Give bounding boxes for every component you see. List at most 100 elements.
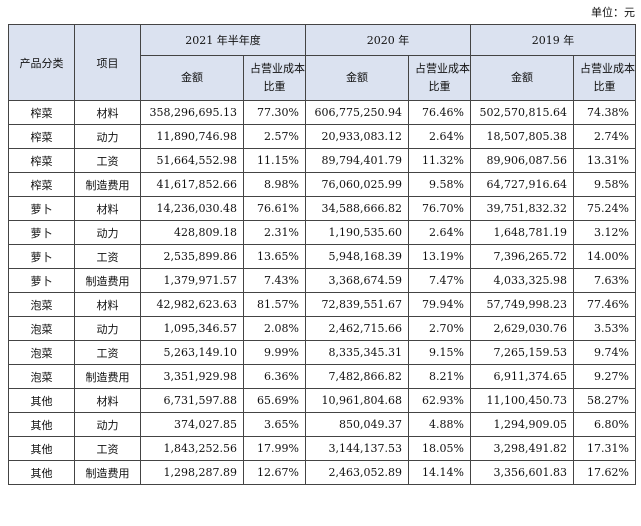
- header-period-2019: 2019 年: [470, 24, 636, 56]
- header-item: 项目: [74, 24, 141, 101]
- amount-2019-cell: 3,298,491.82: [470, 436, 574, 461]
- item-cell: 动力: [74, 412, 141, 437]
- ratio-2020-cell: 9.58%: [408, 172, 471, 197]
- header-ratio-line1: 占营业成本: [250, 62, 305, 75]
- header-ratio-line2: 比重: [263, 80, 286, 93]
- header-ratio: 占营业成本 比重: [573, 55, 636, 101]
- table-row: 泡菜 制造费用 3,351,929.98 6.36% 7,482,866.82 8.21%…: [8, 364, 636, 389]
- table-row: 其他 工资 1,843,252.56 17.99% 3,144,137.53 18.05%…: [8, 436, 636, 461]
- ratio-2020-cell: 2.64%: [408, 124, 471, 149]
- amount-2021h1-cell: 428,809.18: [140, 220, 244, 245]
- ratio-2020-cell: 9.15%: [408, 340, 471, 365]
- ratio-2021h1-cell: 6.36%: [243, 364, 306, 389]
- item-cell: 动力: [74, 124, 141, 149]
- item-cell: 材料: [74, 292, 141, 317]
- amount-2021h1-cell: 5,263,149.10: [140, 340, 244, 365]
- amount-2021h1-cell: 1,843,252.56: [140, 436, 244, 461]
- ratio-2020-cell: 4.88%: [408, 412, 471, 437]
- amount-2020-cell: 10,961,804.68: [305, 388, 409, 413]
- ratio-2021h1-cell: 7.43%: [243, 268, 306, 293]
- amount-2019-cell: 89,906,087.56: [470, 148, 574, 173]
- amount-2020-cell: 850,049.37: [305, 412, 409, 437]
- amount-2019-cell: 1,648,781.19: [470, 220, 574, 245]
- ratio-2021h1-cell: 17.99%: [243, 436, 306, 461]
- ratio-2021h1-cell: 2.31%: [243, 220, 306, 245]
- ratio-2019-cell: 7.63%: [573, 268, 636, 293]
- item-cell: 工资: [74, 148, 141, 173]
- item-cell: 动力: [74, 220, 141, 245]
- table-row: 榨菜 制造费用 41,617,852.66 8.98% 76,060,025.99 9.5…: [8, 172, 636, 197]
- ratio-2019-cell: 3.53%: [573, 316, 636, 341]
- ratio-2020-cell: 79.94%: [408, 292, 471, 317]
- table-row: 萝卜 制造费用 1,379,971.57 7.43% 3,368,674.59 7.47%…: [8, 268, 636, 293]
- ratio-2019-cell: 9.58%: [573, 172, 636, 197]
- amount-2019-cell: 7,265,159.53: [470, 340, 574, 365]
- amount-2020-cell: 76,060,025.99: [305, 172, 409, 197]
- category-cell: 萝卜: [8, 220, 75, 245]
- amount-2019-cell: 18,507,805.38: [470, 124, 574, 149]
- table-row: 其他 材料 6,731,597.88 65.69% 10,961,804.68 62.93…: [8, 388, 636, 413]
- category-cell: 萝卜: [8, 244, 75, 269]
- ratio-2021h1-cell: 12.67%: [243, 460, 306, 485]
- ratio-2019-cell: 9.27%: [573, 364, 636, 389]
- table-row: 泡菜 工资 5,263,149.10 9.99% 8,335,345.31 9.15% 7,…: [8, 340, 636, 365]
- table-body: 榨菜 材料 358,296,695.13 77.30% 606,775,250.94 76…: [8, 100, 636, 485]
- amount-2021h1-cell: 51,664,552.98: [140, 148, 244, 173]
- category-cell: 萝卜: [8, 196, 75, 221]
- ratio-2020-cell: 11.32%: [408, 148, 471, 173]
- item-cell: 制造费用: [74, 364, 141, 389]
- ratio-2021h1-cell: 8.98%: [243, 172, 306, 197]
- amount-2019-cell: 64,727,916.64: [470, 172, 574, 197]
- amount-2020-cell: 34,588,666.82: [305, 196, 409, 221]
- category-cell: 其他: [8, 412, 75, 437]
- category-cell: 萝卜: [8, 268, 75, 293]
- amount-2020-cell: 8,335,345.31: [305, 340, 409, 365]
- ratio-2020-cell: 76.70%: [408, 196, 471, 221]
- amount-2019-cell: 4,033,325.98: [470, 268, 574, 293]
- unit-label: 单位：元: [591, 6, 635, 19]
- ratio-2020-cell: 76.46%: [408, 100, 471, 125]
- amount-2020-cell: 7,482,866.82: [305, 364, 409, 389]
- ratio-2020-cell: 2.70%: [408, 316, 471, 341]
- category-cell: 泡菜: [8, 316, 75, 341]
- table-row: 其他 动力 374,027.85 3.65% 850,049.37 4.88% 1,294,…: [8, 412, 636, 437]
- amount-2019-cell: 502,570,815.64: [470, 100, 574, 125]
- amount-2021h1-cell: 11,890,746.98: [140, 124, 244, 149]
- ratio-2020-cell: 2.64%: [408, 220, 471, 245]
- ratio-2019-cell: 75.24%: [573, 196, 636, 221]
- category-cell: 其他: [8, 388, 75, 413]
- ratio-2019-cell: 74.38%: [573, 100, 636, 125]
- ratio-2020-cell: 18.05%: [408, 436, 471, 461]
- amount-2019-cell: 11,100,450.73: [470, 388, 574, 413]
- ratio-2021h1-cell: 11.15%: [243, 148, 306, 173]
- amount-2021h1-cell: 1,095,346.57: [140, 316, 244, 341]
- amount-2021h1-cell: 1,298,287.89: [140, 460, 244, 485]
- item-cell: 制造费用: [74, 268, 141, 293]
- amount-2019-cell: 3,356,601.83: [470, 460, 574, 485]
- ratio-2021h1-cell: 3.65%: [243, 412, 306, 437]
- amount-2019-cell: 39,751,832.32: [470, 196, 574, 221]
- ratio-2020-cell: 62.93%: [408, 388, 471, 413]
- ratio-2019-cell: 3.12%: [573, 220, 636, 245]
- table-row: 其他 制造费用 1,298,287.89 12.67% 2,463,052.89 14.1…: [8, 460, 636, 485]
- ratio-2021h1-cell: 2.57%: [243, 124, 306, 149]
- item-cell: 动力: [74, 316, 141, 341]
- amount-2021h1-cell: 374,027.85: [140, 412, 244, 437]
- amount-2021h1-cell: 3,351,929.98: [140, 364, 244, 389]
- table-row: 萝卜 材料 14,236,030.48 76.61% 34,588,666.82 76.7…: [8, 196, 636, 221]
- category-cell: 榨菜: [8, 100, 75, 125]
- table-row: 萝卜 动力 428,809.18 2.31% 1,190,535.60 2.64% 1,64…: [8, 220, 636, 245]
- amount-2021h1-cell: 6,731,597.88: [140, 388, 244, 413]
- item-cell: 工资: [74, 244, 141, 269]
- amount-2020-cell: 3,368,674.59: [305, 268, 409, 293]
- header-ratio: 占营业成本 比重: [243, 55, 306, 101]
- amount-2019-cell: 57,749,998.23: [470, 292, 574, 317]
- header-ratio-line1: 占营业成本: [415, 62, 470, 75]
- amount-2019-cell: 6,911,374.65: [470, 364, 574, 389]
- category-cell: 泡菜: [8, 292, 75, 317]
- ratio-2020-cell: 8.21%: [408, 364, 471, 389]
- ratio-2020-cell: 13.19%: [408, 244, 471, 269]
- table-row: 泡菜 材料 42,982,623.63 81.57% 72,839,551.67 79.9…: [8, 292, 636, 317]
- category-cell: 榨菜: [8, 124, 75, 149]
- category-cell: 泡菜: [8, 364, 75, 389]
